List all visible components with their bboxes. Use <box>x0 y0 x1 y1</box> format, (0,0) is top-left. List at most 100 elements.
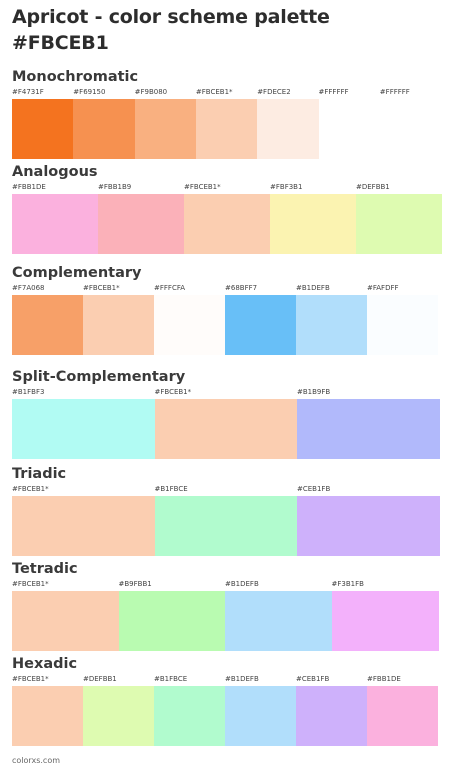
color-code-row: #FBB1DE #FBB1B9 #FBCEB1* #FBF3B1 #DEFBB1 <box>12 183 452 193</box>
color-code-label[interactable]: #FBCEB1* <box>12 675 49 683</box>
section-title: Complementary <box>12 265 142 281</box>
color-code-row: #F4731F #F69150 #F9B080 #FBCEB1* #FDECE2 #FFF… <box>12 88 452 98</box>
color-code-label[interactable]: #FAFDFF <box>367 284 399 292</box>
color-swatch[interactable] <box>296 686 367 746</box>
color-code-label[interactable]: #FBF3B1 <box>270 183 303 191</box>
section-title: Tetradic <box>12 561 78 577</box>
color-swatch[interactable] <box>225 686 296 746</box>
color-swatch[interactable] <box>134 99 197 159</box>
color-swatch[interactable] <box>154 686 225 746</box>
color-code-label[interactable]: #F4731F <box>12 88 44 96</box>
palette-section-analogous: Analogous #FBB1DE #FBB1B9 #FBCEB1* #FBF3B1 #D… <box>12 163 452 254</box>
palette-section-hexadic: Hexadic #FBCEB1* #DEFBB1 #B1FBCE #B1DEFB #CEB… <box>12 655 452 746</box>
color-code-label[interactable]: #F3B1FB <box>331 580 364 588</box>
palette-section-tetradic: Tetradic #FBCEB1* #B9FBB1 #B1DEFB #F3B1FB <box>12 560 452 651</box>
color-swatch[interactable] <box>184 194 270 254</box>
color-code-row: #FBCEB1* #B1FBCE #CEB1FB <box>12 485 452 495</box>
color-code-label[interactable]: #B9FBB1 <box>118 580 152 588</box>
swatch-row <box>12 99 452 159</box>
section-title: Hexadic <box>12 656 78 672</box>
color-swatch[interactable] <box>154 496 298 556</box>
page-title-line-1: Apricot - color scheme palette <box>12 6 330 28</box>
color-code-label[interactable]: #FBB1DE <box>367 675 401 683</box>
palette-section-triadic: Triadic #FBCEB1* #B1FBCE #CEB1FB <box>12 465 452 556</box>
color-swatch[interactable] <box>367 686 438 746</box>
color-swatch[interactable] <box>297 399 440 459</box>
color-code-row: #FBCEB1* #DEFBB1 #B1FBCE #B1DEFB #CEB1FB #FBB… <box>12 675 452 685</box>
color-swatch[interactable] <box>83 686 154 746</box>
color-code-label[interactable]: #FBCEB1* <box>184 183 221 191</box>
color-code-label[interactable]: #B1DEFB <box>225 675 259 683</box>
color-swatch[interactable] <box>257 99 320 159</box>
color-code-label[interactable]: #B1B9FB <box>297 388 331 396</box>
color-code-label[interactable]: #FBCEB1* <box>195 88 233 96</box>
color-swatch[interactable] <box>154 399 298 459</box>
color-code-label[interactable]: #B1DEFB <box>296 284 330 292</box>
color-code-label[interactable]: #B1DEFB <box>225 580 259 588</box>
page-title: Apricot - color scheme palette #FBCEB1 <box>12 4 452 56</box>
swatch-row <box>12 295 452 355</box>
color-code-label[interactable]: #FBCEB1* <box>12 485 49 493</box>
color-code-row: #F7A068 #FBCEB1* #FFFCFA #68BFF7 #B1DEFB #FAF… <box>12 284 452 294</box>
color-code-label[interactable]: #DEFBB1 <box>356 183 390 191</box>
swatch-row <box>12 496 452 556</box>
color-code-label[interactable]: #FDECE2 <box>257 88 291 96</box>
color-code-label[interactable]: #FBCEB1* <box>83 284 120 292</box>
color-swatch[interactable] <box>12 591 119 651</box>
swatch-row <box>12 194 452 254</box>
palette-section-monochromatic: Monochromatic #F4731F #F69150 #F9B080 #FBCEB… <box>12 68 452 159</box>
color-code-label[interactable]: #F9B080 <box>134 88 168 96</box>
swatch-row <box>12 591 452 651</box>
color-code-row: #B1FBF3 #FBCEB1* #B1B9FB <box>12 388 452 398</box>
color-swatch[interactable] <box>98 194 184 254</box>
color-swatch[interactable] <box>297 496 440 556</box>
section-title: Split-Complementary <box>12 369 186 385</box>
color-swatch[interactable] <box>195 99 258 159</box>
swatch-row <box>12 399 452 459</box>
color-swatch[interactable] <box>12 99 74 159</box>
color-code-label[interactable]: #FBCEB1* <box>154 388 192 396</box>
color-code-label[interactable]: #FBB1B9 <box>98 183 132 191</box>
color-swatch[interactable] <box>12 194 98 254</box>
color-swatch[interactable] <box>318 99 381 159</box>
color-code-label[interactable]: #F69150 <box>73 88 106 96</box>
color-swatch[interactable] <box>154 295 225 355</box>
color-code-label[interactable]: #B1FBF3 <box>12 388 45 396</box>
color-swatch[interactable] <box>379 99 442 159</box>
color-swatch[interactable] <box>118 591 226 651</box>
color-code-label[interactable]: #FFFFFF <box>379 88 410 96</box>
color-code-label[interactable]: #CEB1FB <box>296 675 330 683</box>
color-code-label[interactable]: #DEFBB1 <box>83 675 117 683</box>
color-swatch[interactable] <box>367 295 438 355</box>
color-code-label[interactable]: #FFFFFF <box>318 88 349 96</box>
color-swatch[interactable] <box>12 295 83 355</box>
color-swatch[interactable] <box>83 295 154 355</box>
color-swatch[interactable] <box>225 591 332 651</box>
palette-section-complementary: Complementary #F7A068 #FBCEB1* #FFFCFA #68BF… <box>12 264 452 355</box>
color-code-row: #FBCEB1* #B9FBB1 #B1DEFB #F3B1FB <box>12 580 452 590</box>
color-code-label[interactable]: #FBB1DE <box>12 183 46 191</box>
color-code-label[interactable]: #FBCEB1* <box>12 580 49 588</box>
color-swatch[interactable] <box>12 399 155 459</box>
color-swatch[interactable] <box>73 99 136 159</box>
color-code-label[interactable]: #B1FBCE <box>154 485 188 493</box>
color-code-label[interactable]: #68BFF7 <box>225 284 258 292</box>
color-swatch[interactable] <box>12 686 83 746</box>
swatch-row <box>12 686 452 746</box>
color-code-label[interactable]: #F7A068 <box>12 284 45 292</box>
color-swatch[interactable] <box>12 496 155 556</box>
color-code-label[interactable]: #FFFCFA <box>154 284 186 292</box>
color-swatch[interactable] <box>356 194 442 254</box>
footer-site-name[interactable]: colorxs.com <box>12 756 61 765</box>
section-title: Analogous <box>12 164 98 180</box>
color-code-label[interactable]: #B1FBCE <box>154 675 188 683</box>
section-title: Monochromatic <box>12 69 139 85</box>
color-swatch[interactable] <box>270 194 356 254</box>
color-swatch[interactable] <box>225 295 296 355</box>
section-title: Triadic <box>12 466 67 482</box>
palette-section-split-complementary: Split-Complementary #B1FBF3 #FBCEB1* #B1B9F… <box>12 368 452 459</box>
page-title-line-2: #FBCEB1 <box>12 32 109 54</box>
color-swatch[interactable] <box>296 295 367 355</box>
color-code-label[interactable]: #CEB1FB <box>297 485 331 493</box>
color-swatch[interactable] <box>331 591 439 651</box>
